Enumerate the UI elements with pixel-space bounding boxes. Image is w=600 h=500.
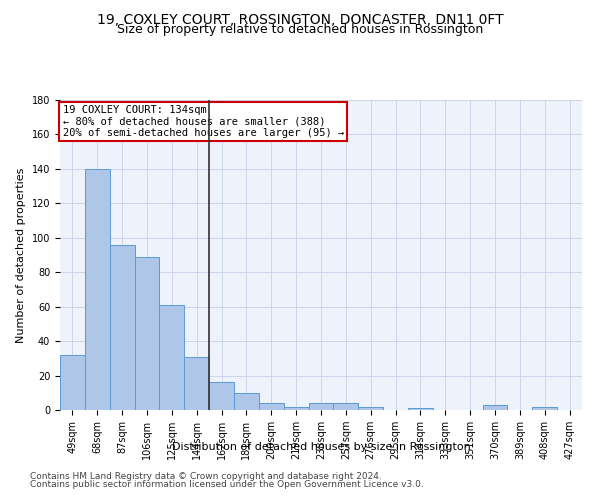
Bar: [408, 408, 433, 410]
Text: 19, COXLEY COURT, ROSSINGTON, DONCASTER, DN11 0FT: 19, COXLEY COURT, ROSSINGTON, DONCASTER,…: [97, 12, 503, 26]
Bar: [334, 403, 358, 410]
Bar: [308, 403, 334, 410]
Bar: [134, 256, 160, 410]
Bar: [482, 405, 508, 410]
Text: 19 COXLEY COURT: 134sqm
← 80% of detached houses are smaller (388)
20% of semi-d: 19 COXLEY COURT: 134sqm ← 80% of detache…: [62, 104, 344, 138]
Text: Contains HM Land Registry data © Crown copyright and database right 2024.: Contains HM Land Registry data © Crown c…: [30, 472, 382, 481]
Bar: [259, 403, 284, 410]
Text: Contains public sector information licensed under the Open Government Licence v3: Contains public sector information licen…: [30, 480, 424, 489]
Y-axis label: Number of detached properties: Number of detached properties: [16, 168, 26, 342]
Bar: [160, 305, 184, 410]
Bar: [85, 169, 110, 410]
Text: Size of property relative to detached houses in Rossington: Size of property relative to detached ho…: [117, 22, 483, 36]
Bar: [358, 406, 383, 410]
Text: Distribution of detached houses by size in Rossington: Distribution of detached houses by size …: [172, 442, 470, 452]
Bar: [184, 356, 209, 410]
Bar: [532, 406, 557, 410]
Bar: [209, 382, 234, 410]
Bar: [110, 244, 134, 410]
Bar: [60, 355, 85, 410]
Bar: [284, 406, 308, 410]
Bar: [234, 393, 259, 410]
